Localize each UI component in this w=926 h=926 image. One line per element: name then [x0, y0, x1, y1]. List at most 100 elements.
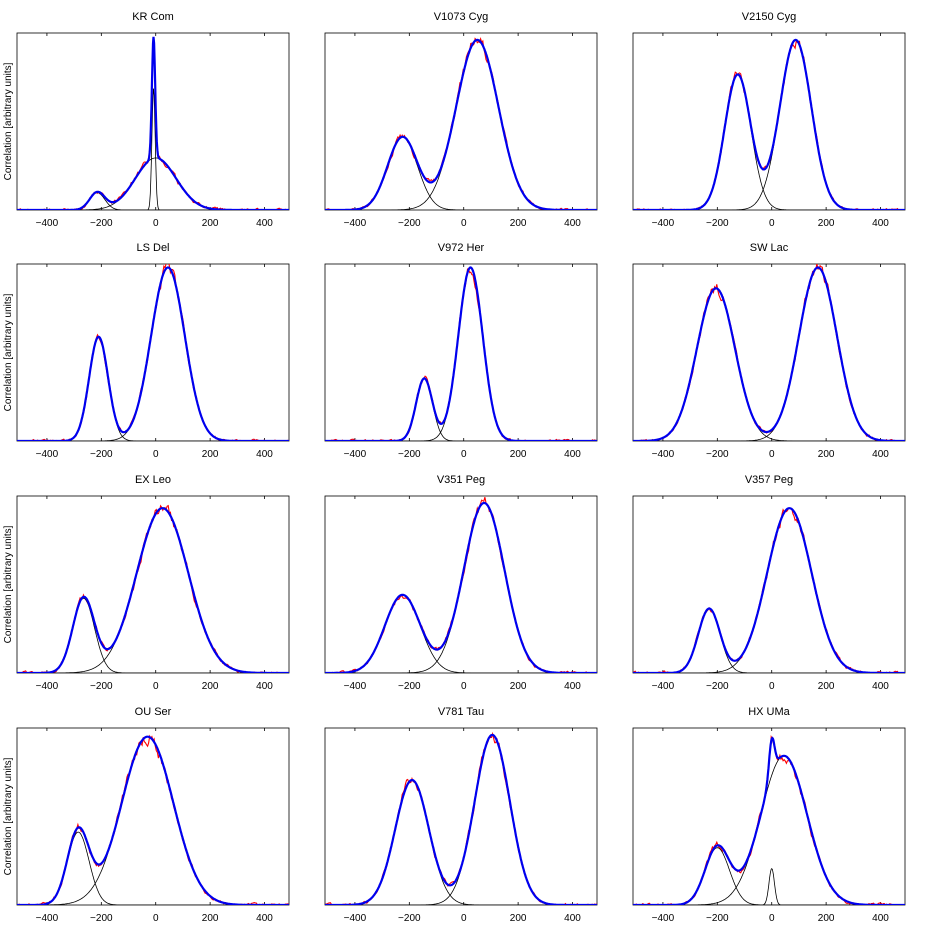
x-tick-label: −200 — [90, 681, 113, 692]
panel-title: HX UMa — [748, 706, 790, 718]
x-tick-label: 400 — [872, 681, 889, 692]
plot-area — [17, 504, 289, 673]
plot-area — [17, 36, 289, 210]
observed-profile — [633, 40, 905, 210]
plot-area — [325, 36, 597, 210]
total-fit — [325, 501, 597, 673]
gaussian-component — [17, 267, 289, 441]
x-tick-label: 0 — [153, 449, 159, 460]
gaussian-component — [325, 39, 597, 210]
plot-area — [17, 734, 289, 905]
axes-frame — [632, 495, 906, 674]
observed-profile — [633, 507, 905, 673]
total-fit — [633, 507, 905, 673]
total-fit — [17, 735, 289, 905]
y-axis-label: Correlation [arbitrary units] — [3, 62, 14, 180]
x-tick-label: −400 — [652, 449, 675, 460]
observed-profile — [17, 734, 289, 905]
panel: V351 Peg −400 −200 0 200 400 — [324, 474, 598, 692]
y-axis-label: Correlation [arbitrary units] — [3, 293, 14, 411]
x-tick-label: −400 — [36, 681, 59, 692]
plot-area — [633, 735, 905, 905]
x-tick-label: 0 — [461, 449, 467, 460]
axes-frame — [324, 32, 598, 211]
x-tick-label: 200 — [818, 681, 835, 692]
plot-area — [17, 264, 289, 441]
panel-title: OU Ser — [135, 706, 172, 718]
x-tick-label: −200 — [398, 913, 421, 924]
gaussian-component — [325, 136, 597, 210]
gaussian-component — [17, 736, 289, 905]
x-tick-label: 0 — [461, 218, 467, 229]
gaussian-component — [325, 594, 597, 673]
gaussian-component — [17, 192, 289, 210]
total-fit — [633, 38, 905, 210]
gaussian-component — [633, 507, 905, 673]
panel: LS Del −400 −200 0 200 400 Correlation [arbitr… — [3, 242, 290, 460]
x-tick-label: −200 — [706, 449, 729, 460]
axes-frame — [632, 32, 906, 211]
x-tick-label: 200 — [510, 681, 527, 692]
x-tick-label: 400 — [256, 913, 273, 924]
axes-frame — [632, 263, 906, 442]
axes-frame — [324, 727, 598, 906]
axes-frame — [16, 495, 290, 674]
gaussian-component — [633, 39, 905, 210]
gaussian-component — [633, 847, 905, 905]
x-tick-label: 0 — [153, 218, 159, 229]
x-tick-label: −200 — [398, 449, 421, 460]
x-tick-label: 400 — [872, 449, 889, 460]
panel-title: V972 Her — [438, 242, 485, 254]
x-tick-label: 200 — [818, 449, 835, 460]
panel: V781 Tau−400−2000200400Radial velocity [… — [324, 706, 598, 924]
panel-title: V357 Peg — [745, 474, 793, 486]
total-fit — [17, 507, 289, 673]
gaussian-component — [633, 867, 905, 905]
x-tick-label: −400 — [344, 681, 367, 692]
total-fit — [633, 736, 905, 905]
gaussian-component — [325, 779, 597, 905]
observed-profile — [17, 504, 289, 673]
x-tick-label: −200 — [706, 681, 729, 692]
gaussian-component — [633, 267, 905, 441]
x-tick-label: 0 — [461, 913, 467, 924]
x-tick-label: 200 — [818, 913, 835, 924]
panel-title: V781 Tau — [438, 706, 484, 718]
x-tick-label: 0 — [769, 449, 775, 460]
x-tick-label: 0 — [153, 913, 159, 924]
observed-profile — [633, 264, 905, 441]
gaussian-component — [325, 378, 597, 441]
gaussian-component — [633, 287, 905, 441]
x-tick-label: −200 — [398, 218, 421, 229]
panel: EX Leo −400 −200 0 200 400 Correlation [arbitr… — [3, 474, 290, 692]
panel-title: V2150 Cyg — [742, 11, 796, 23]
plot-area — [325, 497, 597, 673]
panel: OU Ser −400 −200 0 200 400 Correlation [arbitr… — [3, 706, 290, 924]
axes-frame — [16, 727, 290, 906]
panel: HX UMa−400−2000200400Radial velocity [km… — [632, 706, 906, 924]
panel: V2150 Cyg −400 −200 0 200 400 — [632, 11, 906, 229]
panel: V972 Her −400 −200 0 200 400 — [324, 242, 598, 460]
x-tick-label: −400 — [652, 218, 675, 229]
x-tick-label: −400 — [652, 913, 675, 924]
observed-profile — [325, 268, 597, 441]
x-tick-label: 200 — [202, 681, 219, 692]
x-tick-label: 400 — [256, 449, 273, 460]
y-axis-label: Correlation [arbitrary units] — [3, 525, 14, 643]
x-tick-label: −400 — [344, 449, 367, 460]
x-tick-label: −200 — [90, 218, 113, 229]
x-tick-label: 0 — [769, 913, 775, 924]
x-tick-label: 400 — [564, 218, 581, 229]
x-tick-label: 200 — [510, 449, 527, 460]
x-tick-label: 0 — [153, 681, 159, 692]
x-tick-label: 400 — [564, 449, 581, 460]
x-tick-label: −400 — [652, 681, 675, 692]
x-tick-label: 400 — [564, 913, 581, 924]
x-tick-label: 400 — [256, 681, 273, 692]
x-tick-label: 0 — [461, 681, 467, 692]
plot-area — [633, 38, 905, 210]
gaussian-component — [325, 734, 597, 905]
gaussian-component — [633, 608, 905, 673]
x-tick-label: 200 — [202, 218, 219, 229]
gaussian-component — [17, 507, 289, 673]
